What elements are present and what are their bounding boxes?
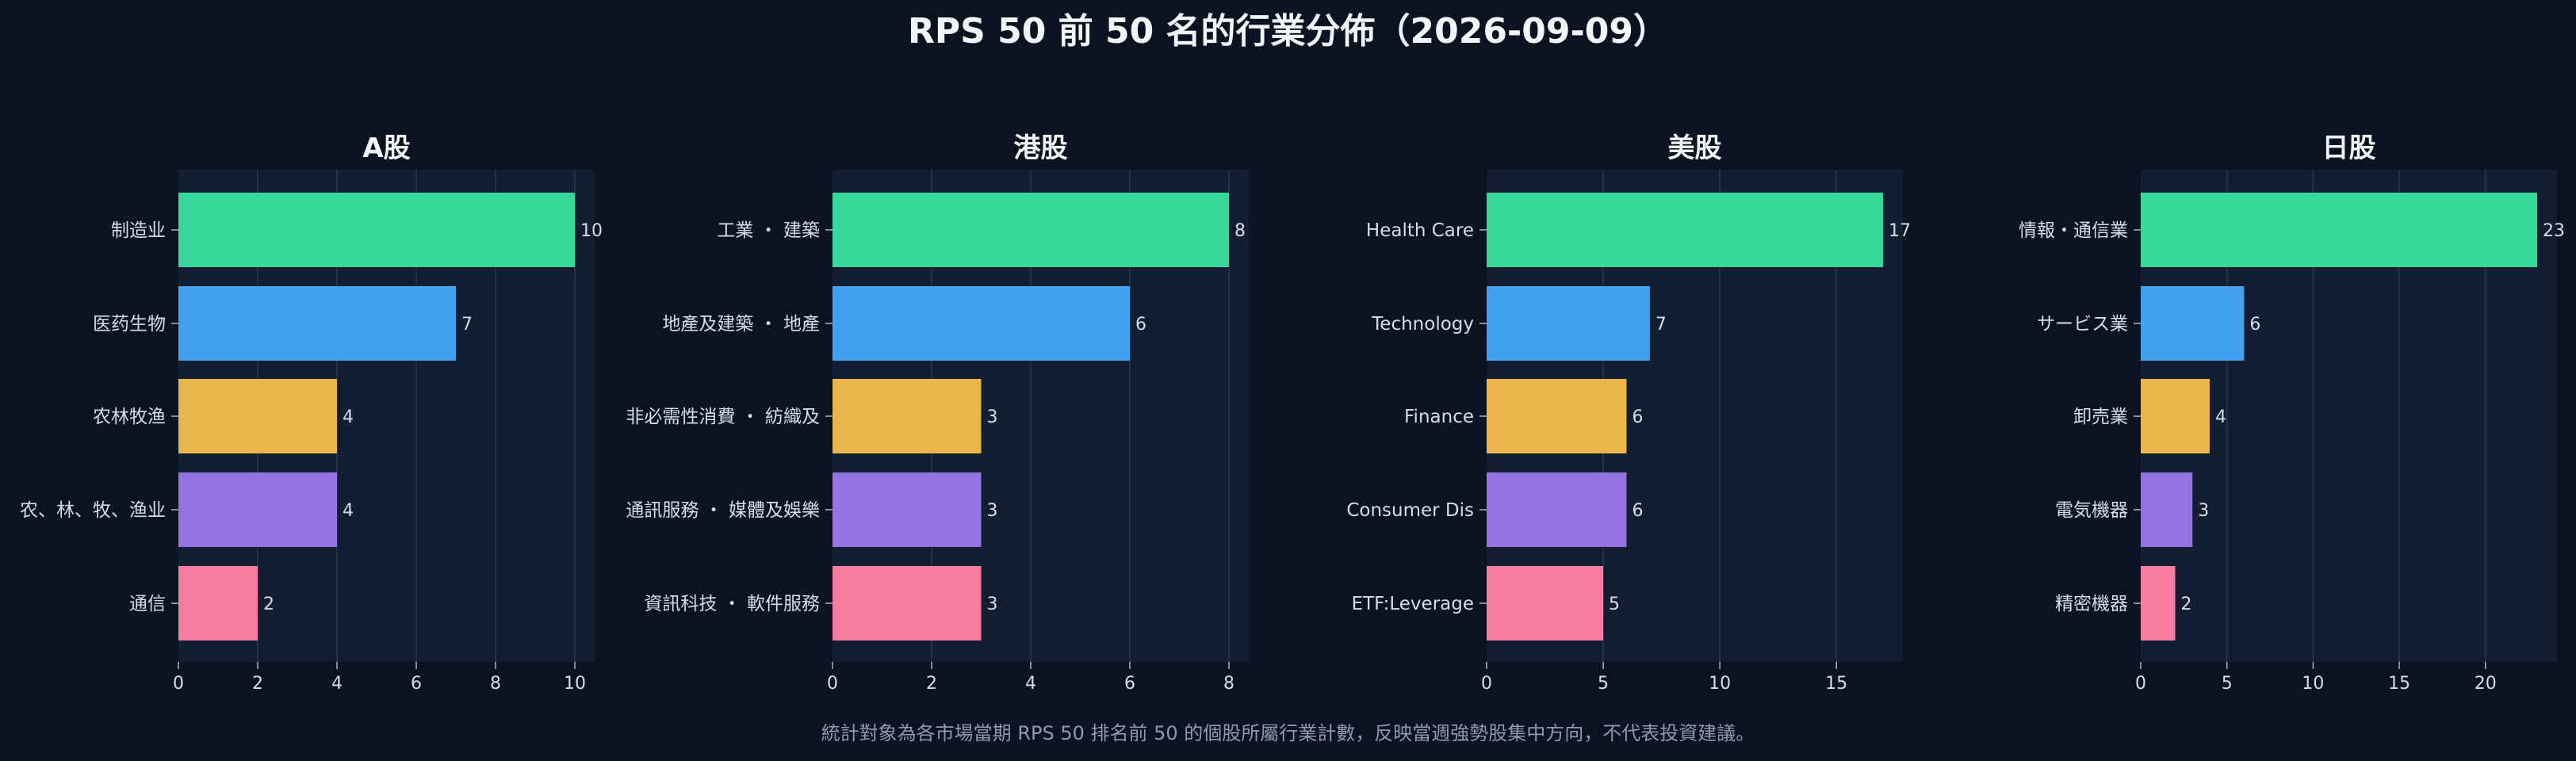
- category-label: 农、林、牧、渔业: [20, 500, 166, 521]
- x-tick-label: 6: [411, 674, 422, 694]
- chart-title: RPS 50 前 50 名的行業分佈（2026-09-09）: [908, 11, 1668, 52]
- category-label: ETF:Leverage: [1352, 594, 1474, 614]
- data-label: 10: [580, 221, 603, 241]
- bar: [833, 379, 982, 453]
- chart-panel: A股 10 制造业 7 医药生物 4 农林牧渔 4 农、林、牧、渔业 2 通信 0 2 4 6 8 10: [20, 132, 603, 694]
- x-tick-label: 15: [2388, 674, 2410, 694]
- panel-title: 美股: [1668, 132, 1722, 164]
- data-label: 6: [2249, 315, 2260, 335]
- data-label: 8: [1234, 221, 1246, 241]
- bar: [833, 472, 982, 547]
- category-label: 通訊服務 ・ 媒體及娛樂: [626, 500, 820, 521]
- category-label: 地產及建築 ・ 地產: [662, 314, 820, 335]
- x-tick-label: 20: [2475, 674, 2497, 694]
- data-label: 5: [1609, 595, 1620, 614]
- data-label: 2: [2180, 595, 2191, 614]
- category-label: 农林牧渔: [93, 407, 166, 427]
- bar: [1487, 379, 1627, 453]
- data-label: 2: [263, 595, 274, 614]
- x-tick-label: 8: [490, 674, 501, 694]
- x-tick-label: 4: [1025, 674, 1036, 694]
- category-label: 資訊科技 ・ 軟件服務: [644, 594, 820, 614]
- category-label: Finance: [1404, 407, 1474, 427]
- x-tick-label: 6: [1124, 674, 1135, 694]
- bar: [2141, 566, 2176, 641]
- panel-title: A股: [362, 132, 410, 164]
- footnote: 統計對象為各市場當期 RPS 50 排名前 50 的個股所屬行業計數，反映當週強…: [821, 722, 1755, 744]
- data-label: 4: [343, 501, 354, 521]
- bar: [178, 286, 456, 361]
- x-tick-label: 4: [331, 674, 343, 694]
- bar: [833, 566, 982, 641]
- data-label: 6: [1135, 315, 1146, 335]
- x-tick-label: 10: [2302, 674, 2324, 694]
- bar: [1487, 286, 1650, 361]
- x-tick-label: 8: [1223, 674, 1234, 694]
- chart-panel: 港股 8 工業 ・ 建築 6 地產及建築 ・ 地產 3 非必需性消費 ・ 紡織及 3 通訊服務 …: [626, 132, 1249, 694]
- bar: [2141, 472, 2193, 547]
- data-label: 4: [343, 407, 354, 427]
- bar: [1487, 566, 1604, 641]
- panel-title: 日股: [2322, 132, 2376, 164]
- bar: [1487, 472, 1627, 547]
- category-label: 情報・通信業: [2019, 220, 2128, 241]
- data-label: 4: [2215, 407, 2226, 427]
- category-label: Health Care: [1366, 220, 1474, 241]
- panel-title: 港股: [1014, 132, 1068, 164]
- x-tick-label: 0: [1481, 674, 1492, 694]
- category-label: サービス業: [2037, 314, 2128, 335]
- data-label: 7: [461, 315, 473, 335]
- data-label: 3: [2198, 501, 2209, 521]
- x-tick-label: 2: [926, 674, 937, 694]
- chart-panel: 日股 23 情報・通信業 6 サービス業 4 卸売業 3 電気機器 2 精密機器 0 5 10 15 20: [2019, 132, 2565, 694]
- x-tick-label: 5: [2222, 674, 2233, 694]
- x-tick-label: 0: [173, 674, 184, 694]
- bar: [178, 193, 575, 267]
- bar: [833, 193, 1229, 267]
- x-tick-label: 10: [1709, 674, 1731, 694]
- data-label: 6: [1632, 501, 1643, 521]
- bar: [1487, 193, 1883, 267]
- data-label: 3: [987, 407, 998, 427]
- category-label: Consumer Dis: [1346, 500, 1474, 521]
- bar: [2141, 286, 2245, 361]
- data-label: 17: [1889, 221, 1911, 241]
- x-tick-label: 0: [2135, 674, 2146, 694]
- data-label: 23: [2543, 221, 2565, 241]
- x-tick-label: 15: [1825, 674, 1847, 694]
- x-tick-label: 0: [827, 674, 838, 694]
- category-label: 医药生物: [93, 314, 166, 335]
- bar: [178, 472, 337, 547]
- category-label: 制造业: [111, 220, 166, 241]
- bar: [2141, 193, 2537, 267]
- category-label: 通信: [129, 594, 166, 614]
- bar: [178, 566, 258, 641]
- bar: [833, 286, 1130, 361]
- category-label: 工業 ・ 建築: [717, 220, 820, 241]
- category-label: 卸売業: [2073, 407, 2128, 427]
- x-tick-label: 2: [252, 674, 263, 694]
- chart-panel: 美股 17 Health Care 7 Technology 6 Finance 6 Consu…: [1346, 132, 1911, 694]
- bar: [2141, 379, 2210, 453]
- data-label: 7: [1655, 315, 1667, 335]
- bar: [178, 379, 337, 453]
- category-label: 精密機器: [2055, 594, 2128, 614]
- x-tick-label: 5: [1598, 674, 1609, 694]
- data-label: 3: [987, 595, 998, 614]
- category-label: 電気機器: [2055, 500, 2128, 521]
- x-tick-label: 10: [564, 674, 586, 694]
- data-label: 6: [1632, 407, 1643, 427]
- category-label: 非必需性消費 ・ 紡織及: [626, 407, 820, 427]
- data-label: 3: [987, 501, 998, 521]
- category-label: Technology: [1371, 314, 1474, 335]
